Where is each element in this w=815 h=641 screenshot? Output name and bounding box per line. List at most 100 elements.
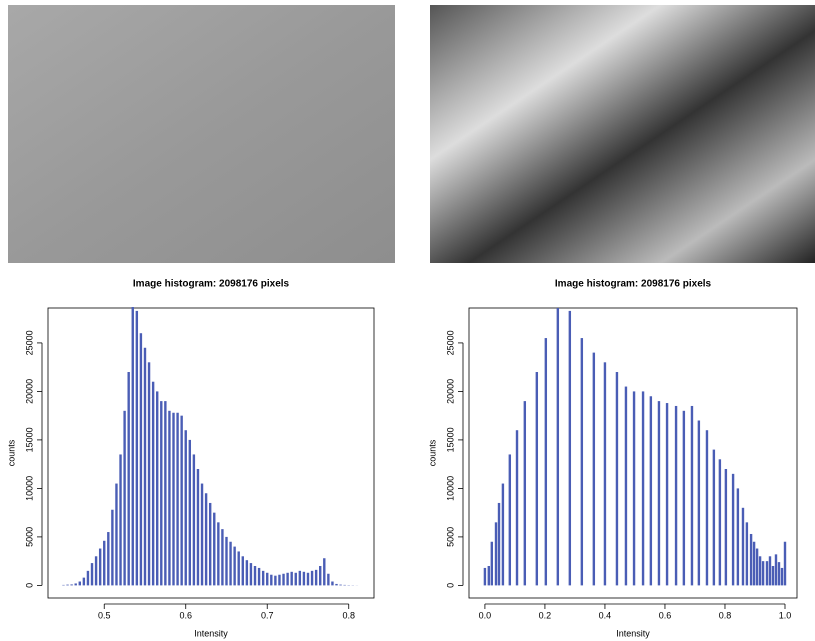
bar — [339, 584, 342, 586]
bar — [245, 560, 249, 586]
bar — [556, 308, 560, 586]
y-tick-label: 5000 — [445, 527, 455, 547]
bar — [580, 338, 584, 586]
bar — [213, 512, 216, 586]
bar — [107, 532, 110, 586]
chart-title: Image histogram: 2098176 pixels — [555, 279, 712, 290]
bar — [780, 567, 784, 586]
bar — [765, 561, 769, 586]
bar — [508, 454, 512, 586]
bar — [741, 507, 745, 586]
plot-box — [468, 307, 798, 599]
bar — [74, 583, 77, 586]
bar — [783, 541, 787, 586]
bar — [523, 401, 527, 586]
bar — [151, 381, 155, 586]
y-tick-label: 25000 — [445, 330, 455, 355]
bar — [90, 563, 94, 586]
y-tick-label: 15000 — [24, 427, 34, 452]
bar — [82, 577, 86, 586]
bar — [535, 372, 539, 586]
bar — [103, 540, 106, 586]
bar — [139, 333, 143, 586]
bar — [690, 405, 694, 586]
bar — [497, 502, 501, 586]
bar — [111, 509, 114, 586]
bar — [196, 469, 200, 586]
chart-title: Image histogram: 2098176 pixels — [133, 279, 290, 290]
bar — [771, 565, 775, 586]
x-tick-label: 0.7 — [261, 610, 274, 620]
bar — [160, 401, 163, 586]
bar — [665, 403, 669, 586]
bar — [310, 570, 314, 586]
bar — [494, 522, 498, 586]
bar — [233, 546, 236, 586]
bar — [777, 562, 781, 586]
bar — [229, 541, 232, 586]
bar — [745, 522, 749, 586]
x-tick-label: 0.8 — [719, 610, 732, 620]
bar — [282, 573, 285, 586]
bar — [736, 488, 740, 586]
bar — [705, 430, 709, 586]
bar — [156, 391, 159, 586]
bar — [483, 567, 487, 586]
bar — [94, 556, 98, 586]
x-tick-label: 0.4 — [599, 610, 612, 620]
bar — [241, 556, 244, 586]
bar — [501, 483, 505, 586]
bar — [192, 454, 196, 586]
bar — [131, 307, 134, 586]
bar — [657, 401, 661, 586]
x-axis-label: Intensity — [616, 628, 650, 638]
bar — [70, 584, 73, 586]
bar — [221, 529, 224, 586]
y-axis-label: counts — [427, 439, 437, 466]
bar — [592, 352, 596, 586]
bar — [78, 581, 81, 586]
x-axis-label: Intensity — [194, 628, 228, 638]
bar — [290, 571, 293, 586]
y-axis-label: counts — [6, 439, 16, 466]
bar — [119, 454, 122, 586]
bar — [294, 572, 297, 586]
bar — [217, 522, 220, 586]
bar — [278, 574, 281, 586]
bar — [225, 536, 228, 586]
bar — [180, 415, 183, 586]
y-tick-label: 15000 — [445, 427, 455, 452]
bar — [66, 584, 69, 586]
bar — [615, 372, 619, 586]
y-tick-label: 10000 — [24, 476, 34, 501]
bar — [274, 575, 277, 586]
image-equalized — [430, 5, 815, 263]
y-tick-label: 25000 — [24, 330, 34, 355]
bar — [323, 558, 326, 586]
bar — [127, 372, 130, 586]
bar — [731, 473, 735, 586]
bar — [544, 338, 548, 586]
bar — [774, 554, 778, 586]
bar — [257, 567, 261, 586]
bar — [164, 401, 167, 586]
y-tick-label: 0 — [445, 583, 455, 588]
bar — [752, 541, 756, 586]
x-tick-label: 0.6 — [179, 610, 192, 620]
bar — [249, 563, 253, 586]
bar — [306, 572, 310, 586]
bar — [204, 493, 208, 586]
bar — [115, 483, 118, 586]
plot-box — [47, 307, 375, 599]
bar — [184, 430, 187, 586]
bar — [568, 310, 572, 586]
bar — [147, 362, 151, 586]
bar — [298, 570, 302, 586]
bar — [331, 581, 334, 586]
bar — [649, 396, 653, 586]
bar — [641, 391, 645, 586]
bar — [98, 548, 102, 586]
bar — [314, 569, 318, 586]
image-original — [8, 5, 395, 263]
